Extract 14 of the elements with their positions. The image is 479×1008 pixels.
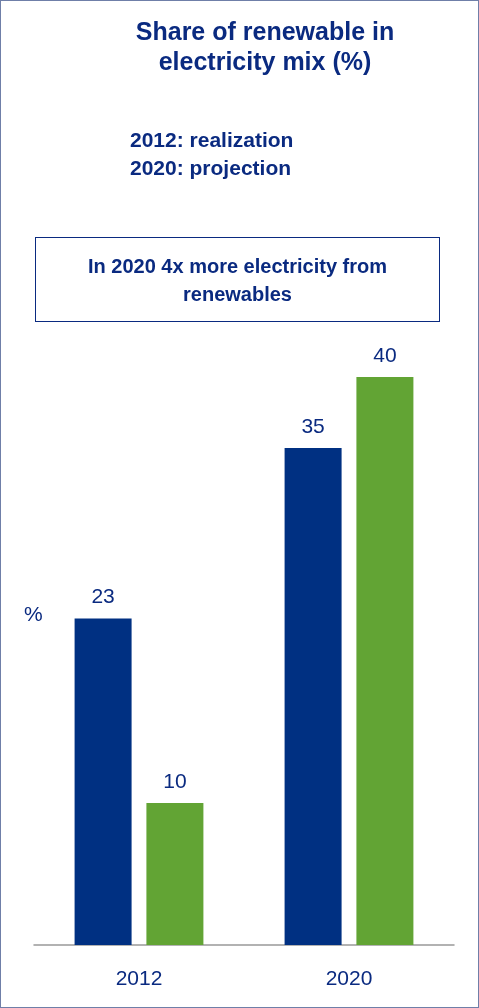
chart-title: Share of renewable in electricity mix (%) [134,16,396,76]
text: In 2020 4x more electricity from renewables [35,237,440,322]
bar [146,803,204,945]
bar [74,618,132,945]
bar [356,377,414,945]
x-tick-label: 2012 [115,966,163,989]
y-axis-title: % [24,602,43,626]
x-tick-label: 2020 [325,966,373,989]
data-label: 40 [373,343,397,366]
chart-subtitle: 2012: realization 2020: projection [130,127,294,181]
data-label: 10 [163,769,187,792]
data-label: 23 [91,584,115,608]
bar [284,448,342,945]
data-label: 35 [301,414,325,437]
